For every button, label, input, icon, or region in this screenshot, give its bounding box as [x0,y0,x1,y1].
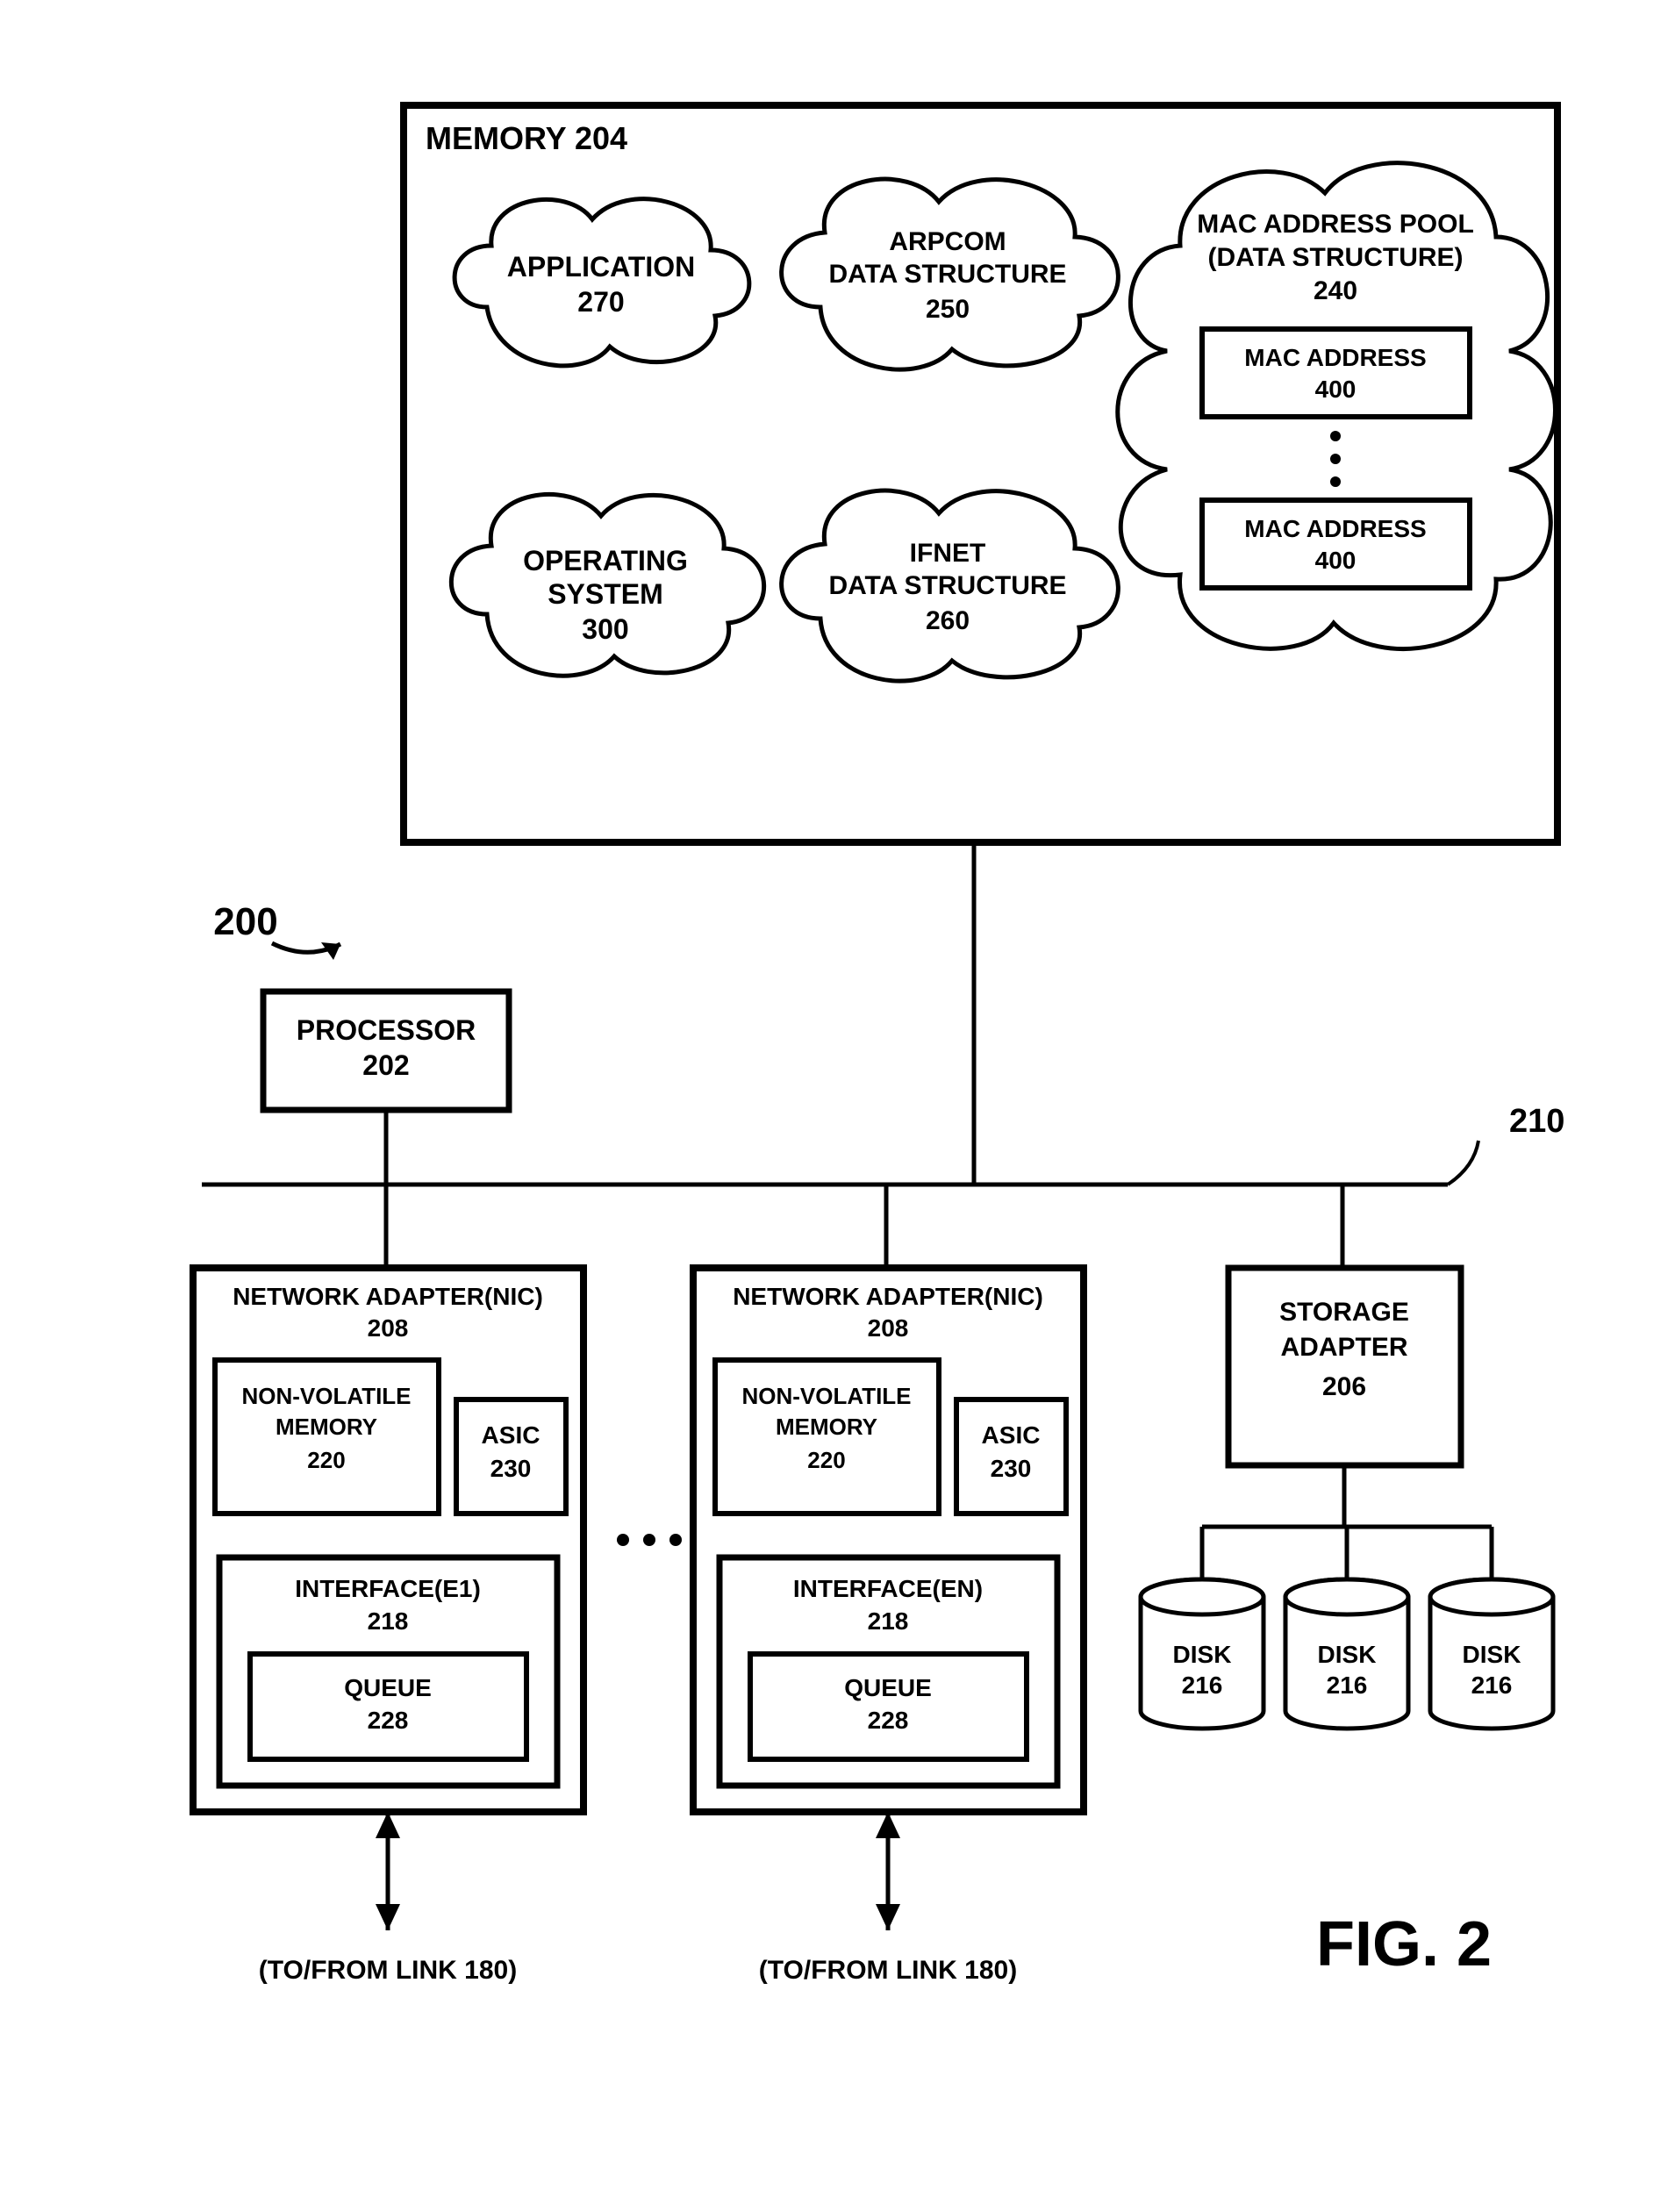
ifnet-label-2: DATA STRUCTURE [828,571,1066,600]
nic1-num: 208 [368,1314,409,1342]
nic-block-n: NETWORK ADAPTER(NIC) 208 NON-VOLATILE ME… [693,1268,1084,1812]
mac-entry-1-label-2: 400 [1315,376,1357,403]
mac-pool-label-2: (DATA STRUCTURE) [1207,243,1463,272]
arpcom-label-1: ARPCOM [889,227,1006,256]
storage-title: STORAGE [1279,1298,1409,1327]
nic1-if-1: INTERFACE(E1) [295,1575,481,1602]
application-label-2: 270 [577,286,624,318]
disk-3: DISK 216 [1430,1579,1553,1729]
nic1-nv-3: 220 [307,1447,345,1473]
os-label-3: 300 [582,613,628,645]
processor-label-2: 202 [362,1049,409,1081]
application-cloud: APPLICATION 270 [455,199,749,366]
storage-bus [1202,1465,1492,1579]
nicn-q-2: 228 [868,1707,909,1734]
nic-block-1: NETWORK ADAPTER(NIC) 208 NON-VOLATILE ME… [193,1268,583,1812]
mac-entry-n-label-1: MAC ADDRESS [1244,515,1426,542]
nicn-if-1: INTERFACE(EN) [793,1575,983,1602]
ifnet-cloud: IFNET DATA STRUCTURE 260 [782,490,1119,681]
disk2-l1: DISK [1318,1641,1377,1668]
nic1-q-2: 228 [368,1707,409,1734]
processor-block: PROCESSOR 202 [263,991,509,1110]
ref-200-label: 200 [213,900,277,943]
nic1-link: (TO/FROM LINK 180) [259,1812,517,1985]
nicn-q-1: QUEUE [844,1674,932,1701]
processor-label-1: PROCESSOR [297,1014,476,1046]
mac-entry-ellipsis [1330,431,1341,487]
nicn-nv-2: MEMORY [776,1414,877,1440]
storage-num: 206 [1322,1372,1366,1401]
figure-ref-arrow: 200 [213,900,340,960]
os-label-2: SYSTEM [548,578,663,610]
nic1-title: NETWORK ADAPTER(NIC) [233,1283,543,1310]
nic1-link-label: (TO/FROM LINK 180) [259,1956,517,1985]
storage-line2: ADAPTER [1280,1333,1407,1362]
nic1-nv-1: NON-VOLATILE [241,1383,411,1409]
nicn-if-2: 218 [868,1607,909,1635]
mac-entry-n-label-2: 400 [1315,547,1357,574]
mac-pool-cloud: MAC ADDRESS POOL (DATA STRUCTURE) 240 MA… [1118,163,1556,649]
arpcom-cloud: ARPCOM DATA STRUCTURE 250 [782,179,1119,369]
nicn-asic-2: 230 [991,1455,1032,1482]
bus-label: 210 [1509,1103,1564,1140]
nicn-asic-1: ASIC [982,1421,1041,1449]
os-cloud: OPERATING SYSTEM 300 [451,494,763,676]
disk1-l2: 216 [1182,1672,1223,1699]
nicn-nv-3: 220 [807,1447,845,1473]
os-label-1: OPERATING [523,545,688,576]
disk2-l2: 216 [1327,1672,1368,1699]
nicn-link-label: (TO/FROM LINK 180) [759,1956,1017,1985]
mac-entry-1: MAC ADDRESS 400 [1202,329,1470,417]
arpcom-label-2: DATA STRUCTURE [828,260,1066,289]
nic1-nv-2: MEMORY [276,1414,377,1440]
disk3-l1: DISK [1463,1641,1521,1668]
application-label-1: APPLICATION [507,251,696,283]
nicn-title: NETWORK ADAPTER(NIC) [733,1283,1043,1310]
disk3-l2: 216 [1471,1672,1513,1699]
memory-title: MEMORY 204 [426,120,627,156]
ifnet-label-3: 260 [926,606,970,635]
nic1-asic-1: ASIC [482,1421,540,1449]
disk1-l1: DISK [1173,1641,1232,1668]
disk-1: DISK 216 [1141,1579,1264,1729]
nicn-num: 208 [868,1314,909,1342]
mac-entry-1-label-1: MAC ADDRESS [1244,344,1426,371]
nicn-link: (TO/FROM LINK 180) [759,1812,1017,1985]
mac-entry-n: MAC ADDRESS 400 [1202,500,1470,588]
nicn-nv-1: NON-VOLATILE [741,1383,911,1409]
storage-adapter-block: STORAGE ADAPTER 206 [1228,1268,1461,1465]
arpcom-label-3: 250 [926,295,970,324]
nic1-if-2: 218 [368,1607,409,1635]
mac-pool-label-3: 240 [1314,276,1357,305]
disk-2: DISK 216 [1285,1579,1408,1729]
nic1-q-1: QUEUE [344,1674,432,1701]
ifnet-label-1: IFNET [910,539,986,568]
mac-pool-label-1: MAC ADDRESS POOL [1197,210,1474,239]
nic1-asic-2: 230 [490,1455,532,1482]
figure-label: FIG. 2 [1316,1909,1492,1979]
nic-ellipsis [617,1534,682,1546]
